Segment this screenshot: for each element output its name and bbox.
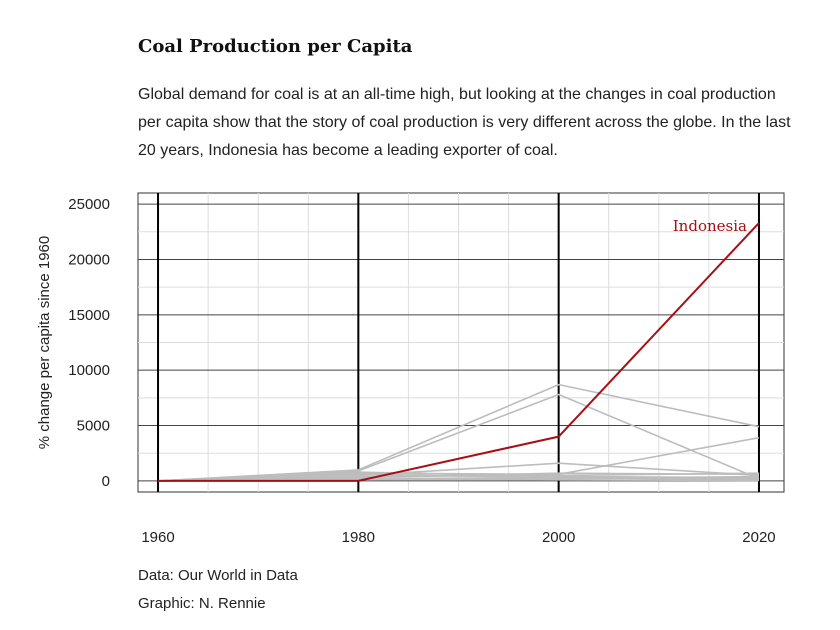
y-tick-label: 5000: [77, 418, 110, 435]
data-source-caption: Data: Our World in Data: [138, 567, 298, 584]
series-line-indonesia: [158, 222, 760, 482]
graphic-credit-caption: Graphic: N. Rennie: [138, 595, 266, 612]
x-tick-label: 2020: [742, 529, 775, 546]
y-tick-label: 0: [102, 473, 110, 490]
series-line-other: [157, 473, 760, 482]
y-tick-label: 25000: [68, 196, 110, 213]
series-label-indonesia: Indonesia: [673, 217, 747, 235]
x-tick-label: 1960: [141, 529, 174, 546]
series-line-other: [157, 477, 760, 482]
y-tick-label: 20000: [68, 251, 110, 268]
x-tick-label: 1980: [342, 529, 375, 546]
y-tick-label: 15000: [68, 307, 110, 324]
y-tick-label: 10000: [68, 362, 110, 379]
chart-title: Coal Production per Capita: [138, 36, 413, 57]
x-tick-label: 2000: [542, 529, 575, 546]
chart-subtitle: Global demand for coal is at an all-time…: [138, 86, 791, 159]
y-axis-label: % change per capita since 1960: [36, 236, 53, 449]
